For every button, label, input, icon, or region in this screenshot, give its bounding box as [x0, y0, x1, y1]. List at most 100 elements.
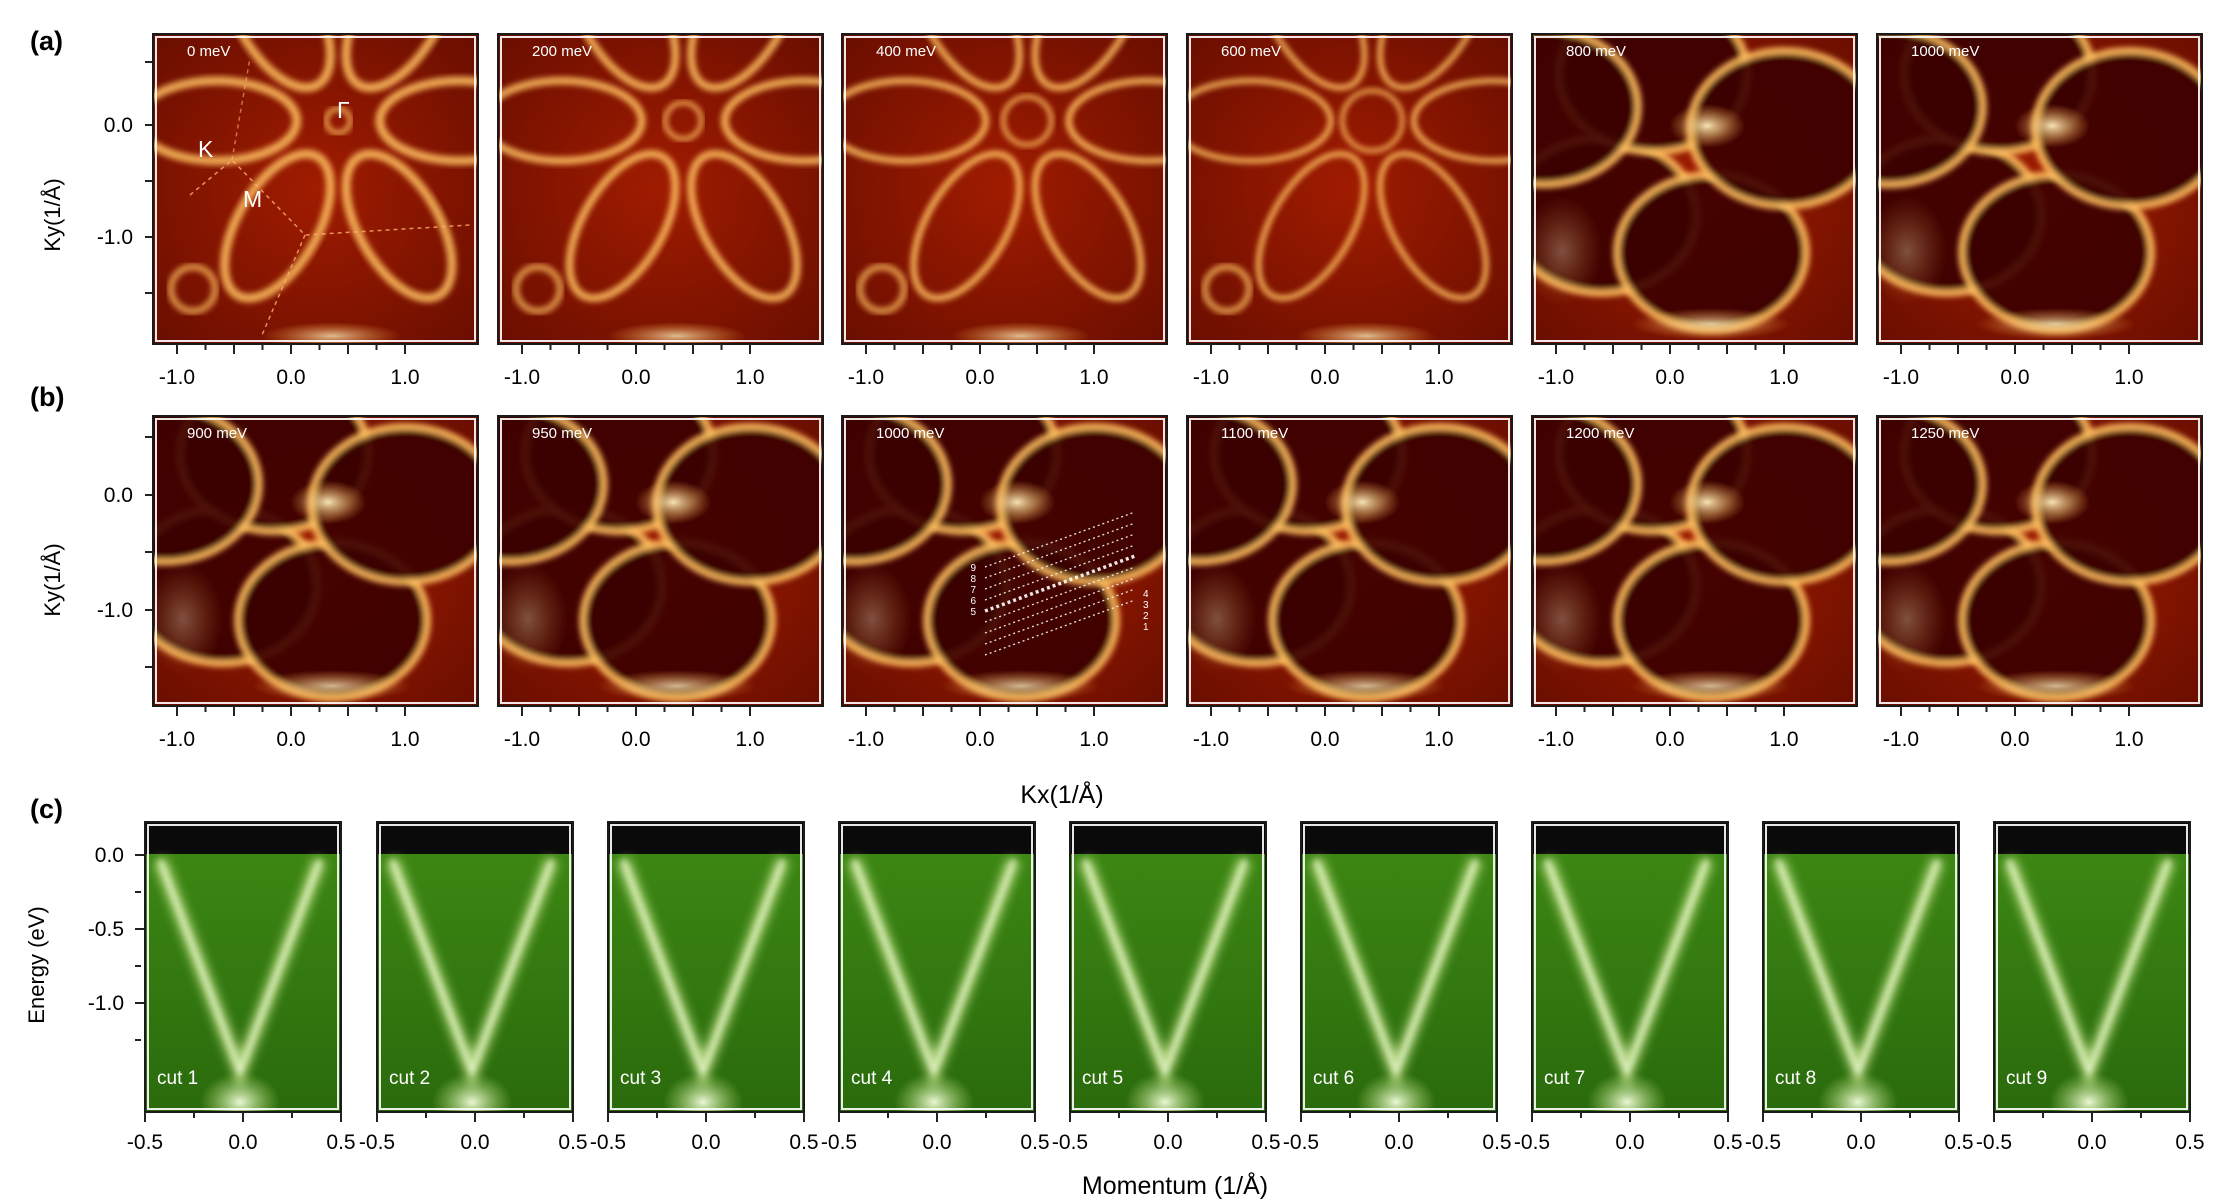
row-c-xtick: -0.5 [1976, 1131, 2012, 1154]
cut-number-right: 3 [1143, 600, 1149, 611]
row-b-xtick: 0.0 [965, 728, 994, 751]
row-c-ytick-0: 0.0 [95, 844, 124, 867]
row-a-xtick: 1.0 [735, 366, 764, 389]
row-c-xtick: -0.5 [1052, 1131, 1088, 1154]
row-b-xaxis-5: -1.0 0.0 1.0 [1538, 706, 1799, 751]
row-c-panel-label: cut 6 [1313, 1068, 1354, 1089]
row-b-xtick: 0.0 [621, 728, 650, 751]
row-a-panel-label: 600 meV [1221, 43, 1281, 60]
row-a-ytick-1: -1.0 [97, 226, 133, 249]
row-c-panel-label: cut 8 [1775, 1068, 1816, 1089]
row-c-ytick-2: -1.0 [88, 992, 124, 1015]
row-a-xtick: 1.0 [1769, 366, 1798, 389]
row-b-ylabel: Ky(1/Å) [40, 543, 65, 616]
row-a-panel-label: 400 meV [876, 43, 936, 60]
gamma-label: Γ [337, 97, 350, 123]
row-b-xaxis-4: -1.0 0.0 1.0 [1193, 706, 1454, 751]
row-c-panel-label: cut 3 [620, 1068, 661, 1089]
row-a-xaxis-2: -1.0 0.0 1.0 [504, 344, 765, 389]
row-a-xtick: -1.0 [848, 366, 884, 389]
row-a-xtick: 0.0 [276, 366, 305, 389]
row-c-xtick: -0.5 [1283, 1131, 1319, 1154]
row-c-ytick-1: -0.5 [88, 918, 124, 941]
row-b-xaxis-3: -1.0 0.0 1.0 [848, 706, 1109, 751]
row-c-xaxis-8: -0.5 0.0 0.5 [1745, 1112, 1974, 1154]
row-a-panel-6: 1000 meV -1.0 0.0 1.0 [1876, 33, 2203, 389]
row-a-xtick: 1.0 [390, 366, 419, 389]
row-b-yaxis: 0.0 -1.0 [97, 436, 155, 668]
row-c-xtick: 0.0 [1153, 1131, 1182, 1154]
row-a-xaxis-6: -1.0 0.0 1.0 [1883, 344, 2144, 389]
row-a-panel-5: 800 meV -1.0 0.0 1.0 [1531, 33, 1858, 389]
row-b-ytick-1: -1.0 [97, 599, 133, 622]
row-b-ytick-0: 0.0 [104, 484, 133, 507]
row-c-xtick: -0.5 [359, 1131, 395, 1154]
row-a-xtick: 0.0 [1655, 366, 1684, 389]
row-a-ylabel: Ky(1/Å) [40, 178, 65, 251]
cut-number-left: 6 [970, 596, 976, 607]
row-a-panel-3: 400 meV -1.0 0.0 1.0 [841, 33, 1168, 389]
row-a-xtick: 0.0 [965, 366, 994, 389]
row-a-xtick: -1.0 [1538, 366, 1574, 389]
row-b-xtick: -1.0 [1883, 728, 1919, 751]
row-c-xtick: -0.5 [1745, 1131, 1781, 1154]
row-b-panel-6: 1250 meV -1.0 0.0 1.0 [1876, 415, 2203, 751]
row-b-xaxis-2: -1.0 0.0 1.0 [504, 706, 765, 751]
row-a-xaxis-4: -1.0 0.0 1.0 [1193, 344, 1454, 389]
row-c-panel-9: cut 9 -0.5 0.0 0.5 [1976, 821, 2205, 1154]
row-c-xtick: -0.5 [1514, 1131, 1550, 1154]
row-c-xlabel: Momentum (1/Å) [1082, 1170, 1268, 1200]
row-c-yaxis: 0.0 -0.5 -1.0 [88, 844, 145, 1041]
row-c-xaxis-5: -0.5 0.0 0.5 [1052, 1112, 1281, 1154]
row-c-panel-5: cut 5 -0.5 0.0 0.5 [1052, 821, 1281, 1154]
row-a-xtick: -1.0 [159, 366, 195, 389]
row-b-panel-label: 1000 meV [876, 425, 944, 442]
row-a-panels: 0 meV -1.0 0.0 1.0 200 meV -1.0 0.0 1.0 400 meV -… [152, 33, 2203, 389]
cut-number-right: 1 [1143, 622, 1149, 633]
row-c-xaxis-7: -0.5 0.0 0.5 [1514, 1112, 1743, 1154]
row-b-xaxis-1: -1.0 0.0 1.0 [159, 706, 420, 751]
row-a-xaxis-1: -1.0 0.0 1.0 [159, 344, 420, 389]
row-c-panel-6: cut 6 -0.5 0.0 0.5 [1283, 821, 1512, 1154]
row-a-xtick: 1.0 [1424, 366, 1453, 389]
row-b-xtick: -1.0 [1538, 728, 1574, 751]
row-c-xtick: 0.0 [2077, 1131, 2106, 1154]
row-c-xtick: 0.0 [1384, 1131, 1413, 1154]
row-c-panel-3: cut 3 -0.5 0.0 0.5 [590, 821, 819, 1154]
row-a-xtick: -1.0 [1193, 366, 1229, 389]
row-b-xtick: 1.0 [735, 728, 764, 751]
row-b-panel-5: 1200 meV -1.0 0.0 1.0 [1531, 415, 1858, 751]
row-b-panel-1: 900 meV -1.0 0.0 1.0 [152, 415, 479, 751]
row-b-xtick: 0.0 [276, 728, 305, 751]
row-c-panel-label: cut 4 [851, 1068, 893, 1089]
row-b-xtick: 0.0 [1655, 728, 1684, 751]
row-a-xtick: 0.0 [2000, 366, 2029, 389]
row-b-xlabel: Kx(1/Å) [1020, 779, 1103, 809]
row-b-xtick: 1.0 [1079, 728, 1108, 751]
row-c-panel-label: cut 7 [1544, 1068, 1585, 1089]
row-b-xtick: 1.0 [2114, 728, 2143, 751]
row-c-xtick: 0.5 [1713, 1131, 1742, 1154]
row-b-xtick: 1.0 [390, 728, 419, 751]
bz-annotations: Γ K M [189, 57, 471, 336]
row-b-xtick: 0.0 [2000, 728, 2029, 751]
row-b-xaxis-6: -1.0 0.0 1.0 [1883, 706, 2144, 751]
row-b-xtick: 1.0 [1769, 728, 1798, 751]
row-b-xtick: 0.0 [1310, 728, 1339, 751]
row-c-xtick: 0.0 [228, 1131, 257, 1154]
row-c-panel-label: cut 1 [157, 1068, 198, 1089]
row-c-xtick: 0.0 [922, 1131, 951, 1154]
row-b-panel-label: 1100 meV [1221, 425, 1288, 442]
row-c-xtick: -0.5 [821, 1131, 857, 1154]
row-c-xtick: 0.0 [1615, 1131, 1644, 1154]
row-c-xtick: 0.5 [326, 1131, 355, 1154]
row-c-xtick: 0.5 [1020, 1131, 1049, 1154]
row-a-panel-label: 1000 meV [1911, 43, 1979, 60]
row-b-panel-label: 1250 meV [1911, 425, 1979, 442]
row-c-xtick: 0.5 [789, 1131, 818, 1154]
m-label: M [243, 186, 262, 212]
row-a-xaxis-5: -1.0 0.0 1.0 [1538, 344, 1799, 389]
row-c-panel-label: cut 9 [2006, 1068, 2047, 1089]
